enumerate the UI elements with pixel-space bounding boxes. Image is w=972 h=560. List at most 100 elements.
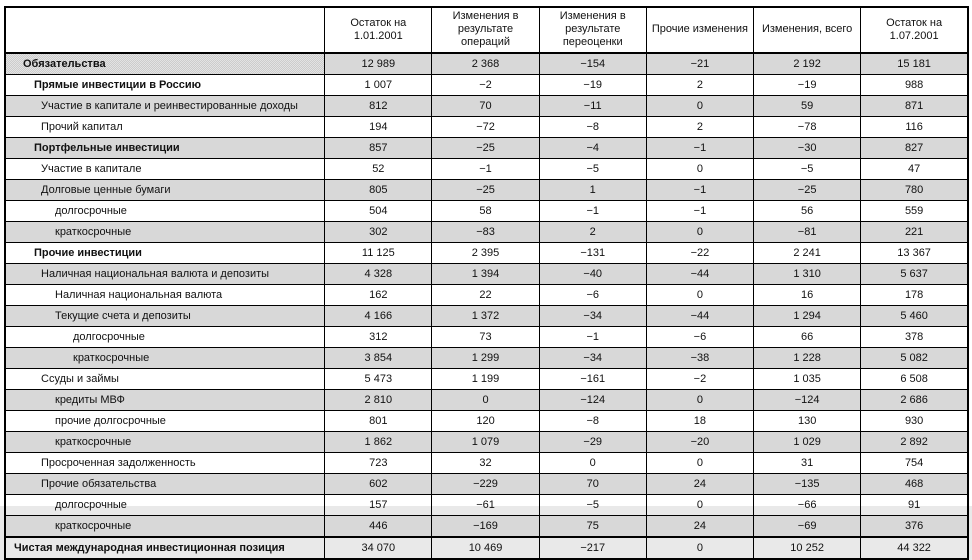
column-header: Изменения, всего xyxy=(753,6,862,54)
cell-value: −34 xyxy=(538,304,647,327)
cell-value: 12 989 xyxy=(324,52,433,75)
cell-value: 15 181 xyxy=(860,52,969,75)
cell-value: 930 xyxy=(860,409,969,432)
cell-value: −19 xyxy=(538,73,647,96)
table-row: Участие в капитале и реинвестированные д… xyxy=(4,94,969,117)
cell-value: 468 xyxy=(860,472,969,495)
cell-value: 857 xyxy=(324,136,433,159)
cell-value: −44 xyxy=(645,304,755,327)
cell-value: 1 xyxy=(538,178,647,201)
cell-value: 120 xyxy=(431,409,540,432)
cell-value: 5 082 xyxy=(860,346,969,369)
cell-value: −19 xyxy=(753,73,862,96)
cell-value: 1 228 xyxy=(753,346,862,369)
table-row: Наличная национальная валюта 162 22 −6 0 16 17… xyxy=(4,283,969,306)
cell-value: 18 xyxy=(645,409,755,432)
cell-value: 0 xyxy=(538,451,647,474)
cell-value: 376 xyxy=(860,514,969,538)
cell-value: −72 xyxy=(431,115,540,138)
cell-value: −1 xyxy=(431,157,540,180)
cell-value: −30 xyxy=(753,136,862,159)
cell-value: 504 xyxy=(324,199,433,222)
table-row: краткосрочные 446 −169 75 24 −69 376 xyxy=(4,514,969,538)
cell-value: 871 xyxy=(860,94,969,117)
cell-value: 56 xyxy=(753,199,862,222)
column-header: Изменения в результате операций xyxy=(431,6,540,54)
cell-value: 2 810 xyxy=(324,388,433,411)
cell-value: 1 372 xyxy=(431,304,540,327)
row-label: долгосрочные xyxy=(4,199,326,222)
cell-value: 805 xyxy=(324,178,433,201)
row-label: Текущие счета и депозиты xyxy=(4,304,326,327)
cell-value: 5 637 xyxy=(860,262,969,285)
row-label: Участие в капитале xyxy=(4,157,326,180)
cell-value: 312 xyxy=(324,325,433,348)
cell-value: −5 xyxy=(538,493,647,516)
cell-value: 0 xyxy=(645,451,755,474)
cell-value: −11 xyxy=(538,94,647,117)
cell-value: −25 xyxy=(431,178,540,201)
cell-value: −21 xyxy=(645,52,755,75)
row-label: краткосрочные xyxy=(4,220,326,243)
cell-value: −66 xyxy=(753,493,862,516)
cell-value: −81 xyxy=(753,220,862,243)
cell-value: 10 252 xyxy=(753,535,862,560)
cell-value: −154 xyxy=(538,52,647,75)
cell-value: 16 xyxy=(753,283,862,306)
cell-value: −1 xyxy=(645,178,755,201)
cell-value: 780 xyxy=(860,178,969,201)
cell-value: 0 xyxy=(645,283,755,306)
cell-value: 4 166 xyxy=(324,304,433,327)
cell-value: 10 469 xyxy=(431,535,540,560)
table-row: Обязательства 12 989 2 368 −154 −21 2 192 15 1… xyxy=(4,52,969,75)
cell-value: −217 xyxy=(538,535,647,560)
table-row: долгосрочные 504 58 −1 −1 56 559 xyxy=(4,199,969,222)
cell-value: 559 xyxy=(860,199,969,222)
cell-value: 73 xyxy=(431,325,540,348)
cell-value: 47 xyxy=(860,157,969,180)
cell-value: 988 xyxy=(860,73,969,96)
row-label: кредиты МВФ xyxy=(4,388,326,411)
table-row: краткосрочные 302 −83 2 0 −81 221 xyxy=(4,220,969,243)
table-row: прочие долгосрочные 801 120 −8 18 130 930 xyxy=(4,409,969,432)
row-label: Ссуды и займы xyxy=(4,367,326,390)
cell-value: 5 473 xyxy=(324,367,433,390)
cell-value: −135 xyxy=(753,472,862,495)
cell-value: −169 xyxy=(431,514,540,538)
table-row: Участие в капитале 52 −1 −5 0 −5 47 xyxy=(4,157,969,180)
cell-value: −161 xyxy=(538,367,647,390)
cell-value: 0 xyxy=(645,388,755,411)
cell-value: −4 xyxy=(538,136,647,159)
cell-value: 602 xyxy=(324,472,433,495)
cell-value: 2 241 xyxy=(753,241,862,264)
cell-value: −8 xyxy=(538,115,647,138)
column-header: Остаток на 1.01.2001 xyxy=(324,6,433,54)
cell-value: 827 xyxy=(860,136,969,159)
cell-value: −6 xyxy=(538,283,647,306)
investment-position-table: Остаток на 1.01.2001 Изменения в результа… xyxy=(4,6,969,560)
table-row: Прочие обязательства 602 −229 70 24 −135 468 xyxy=(4,472,969,495)
cell-value: −78 xyxy=(753,115,862,138)
cell-value: 162 xyxy=(324,283,433,306)
column-header: Остаток на 1.07.2001 xyxy=(860,6,969,54)
row-label: краткосрочные xyxy=(4,430,326,453)
table-row: Долговые ценные бумаги 805 −25 1 −1 −25 780 xyxy=(4,178,969,201)
cell-value: 801 xyxy=(324,409,433,432)
cell-value: 0 xyxy=(645,157,755,180)
row-label: Прочие инвестиции xyxy=(4,241,326,264)
cell-value: −61 xyxy=(431,493,540,516)
cell-value: −20 xyxy=(645,430,755,453)
cell-value: 70 xyxy=(538,472,647,495)
cell-value: −22 xyxy=(645,241,755,264)
cell-value: 0 xyxy=(645,220,755,243)
row-label: Просроченная задолженность xyxy=(4,451,326,474)
cell-value: 22 xyxy=(431,283,540,306)
table-row: Наличная национальная валюта и депозиты 4… xyxy=(4,262,969,285)
column-header-empty xyxy=(4,6,326,54)
row-label: Наличная национальная валюта xyxy=(4,283,326,306)
table-row: Портфельные инвестиции 857 −25 −4 −1 −30 827 xyxy=(4,136,969,159)
row-label: краткосрочные xyxy=(4,346,326,369)
column-header: Прочие изменения xyxy=(645,6,755,54)
cell-value: 66 xyxy=(753,325,862,348)
cell-value: 75 xyxy=(538,514,647,538)
